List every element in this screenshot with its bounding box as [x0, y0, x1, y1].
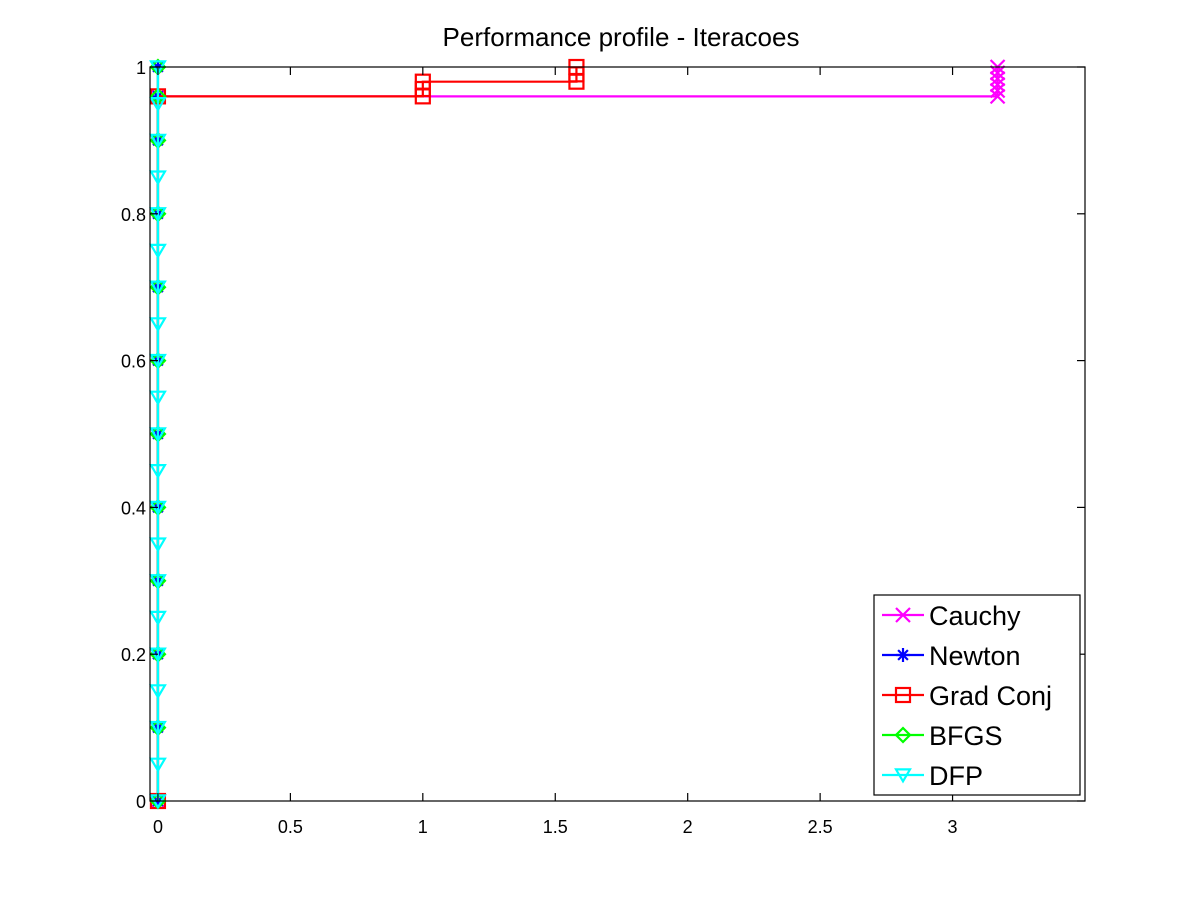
x-tick-label: 3 — [948, 817, 958, 837]
data-point — [989, 88, 1006, 105]
y-tick-label: 0.4 — [121, 498, 146, 518]
y-tick-label: 0.6 — [121, 352, 146, 372]
data-point — [149, 720, 167, 737]
legend-label: Grad Conj — [929, 681, 1052, 711]
x-tick-label: 2 — [683, 817, 693, 837]
data-point — [149, 133, 167, 149]
legend-entry-cauchy: Cauchy — [882, 601, 1021, 631]
legend-marker — [894, 726, 912, 744]
data-point — [149, 317, 167, 333]
data-point — [149, 96, 167, 113]
legend: Cauchy Newton Grad Conj BFGS DFP — [873, 594, 1081, 796]
x-tick-label: 0.5 — [278, 817, 303, 837]
axes-frame — [149, 66, 1086, 802]
legend-marker — [895, 607, 911, 623]
data-point — [989, 76, 1006, 93]
legend-entry-bfgs: BFGS — [882, 721, 1003, 751]
data-point — [989, 82, 1006, 99]
x-tick-label: 2.5 — [808, 817, 833, 837]
y-tick-label: 0.2 — [121, 645, 146, 665]
legend-entry-newton: Newton — [882, 641, 1021, 671]
legend-label: Cauchy — [929, 601, 1021, 631]
data-point — [989, 65, 1006, 81]
data-point — [149, 684, 167, 700]
x-tick-label: 0 — [153, 817, 163, 837]
x-tick-label: 1 — [418, 817, 428, 837]
data-point — [149, 427, 167, 443]
legend-marker — [896, 648, 910, 662]
data-point — [149, 170, 167, 186]
data-point — [149, 757, 167, 773]
y-tick-label: 0 — [136, 792, 146, 812]
data-point — [149, 610, 167, 626]
legend-marker — [894, 686, 912, 704]
data-point — [149, 537, 167, 553]
chart-title: Performance profile - Iteracoes — [443, 22, 800, 52]
legend-label: BFGS — [929, 721, 1003, 751]
data-point — [149, 390, 167, 406]
data-point — [989, 70, 1006, 87]
y-tick-label: 0.8 — [121, 205, 146, 225]
data-point — [149, 243, 167, 259]
legend-entry-dfp: DFP — [882, 761, 983, 791]
x-tick-label: 1.5 — [543, 817, 568, 837]
legend-entry-grad-conj: Grad Conj — [882, 681, 1052, 711]
data-point — [149, 574, 167, 590]
legend-label: DFP — [929, 761, 983, 791]
data-point — [149, 464, 167, 480]
legend-label: Newton — [929, 641, 1021, 671]
y-tick-label: 1 — [136, 58, 146, 78]
axis-ticks: 0 0.5 1 1.5 2 2.5 3 0 0.2 0.4 0.6 0.8 1 — [121, 58, 1085, 837]
legend-marker — [894, 768, 912, 784]
data-point — [149, 280, 167, 296]
plot-area — [149, 58, 1006, 810]
